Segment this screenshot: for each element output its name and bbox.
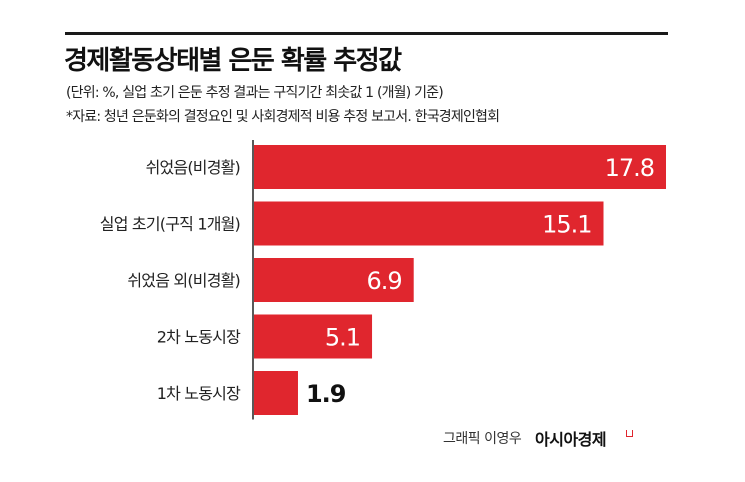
chart-subtitle: (단위: %, 실업 초기 은둔 추정 결과는 구직기간 최솟값 1 (개월) … <box>66 85 444 101</box>
value-label: 17.8 <box>605 154 654 182</box>
category-label: 쉬었음(비경활) <box>146 158 240 177</box>
bar-4 <box>254 371 298 415</box>
bar-1 <box>254 201 604 246</box>
value-label: 1.9 <box>306 380 346 408</box>
category-label: 실업 초기(구직 1개월) <box>100 215 240 234</box>
category-label: 1차 노동시장 <box>157 384 241 403</box>
value-label: 6.9 <box>367 267 402 295</box>
value-label: 15.1 <box>542 211 591 239</box>
category-label: 2차 노동시장 <box>157 328 241 347</box>
brand-logo: 아시아경제 <box>535 430 607 449</box>
value-label: 5.1 <box>325 324 360 352</box>
source-note: *자료: 청년 은둔화의 결정요인 및 사회경제적 비용 추정 보고서. 한국경… <box>66 109 500 125</box>
bar-3 <box>254 314 373 359</box>
chart-title: 경제활동상태별 은둔 확률 추정값 <box>64 46 402 76</box>
brand-mark-icon <box>626 430 633 437</box>
bar-0 <box>254 145 666 189</box>
category-label: 쉬었음 외(비경활) <box>127 271 240 290</box>
bar-2 <box>254 258 414 302</box>
graphic-credit: 그래픽 이영우 <box>443 431 522 447</box>
top-rule <box>65 32 668 35</box>
